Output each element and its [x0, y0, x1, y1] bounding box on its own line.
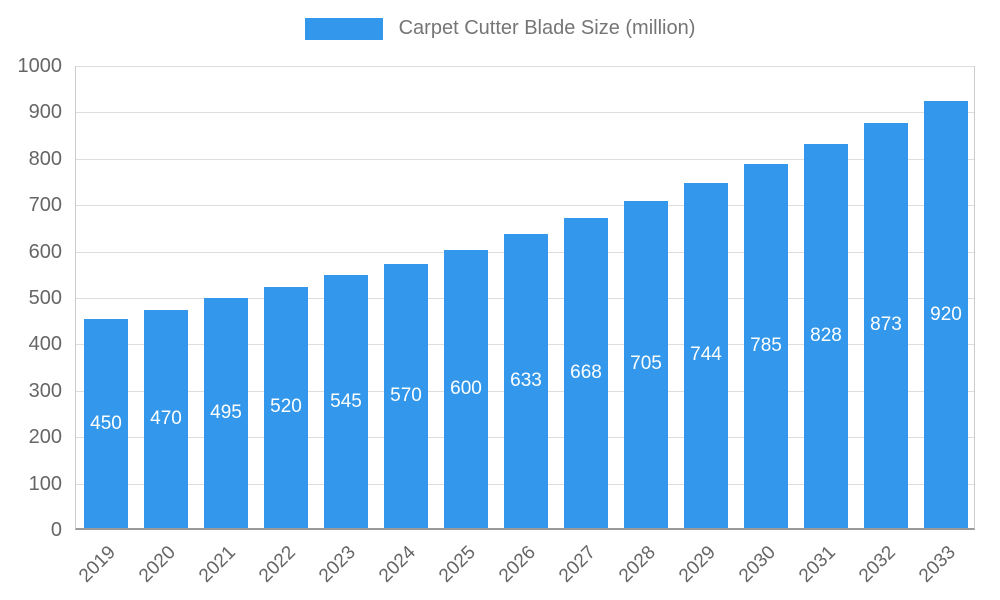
bar-2025[interactable]: 600: [444, 249, 488, 528]
bar-2029[interactable]: 744: [684, 182, 728, 528]
legend-swatch-icon: [304, 17, 383, 40]
bar-2020[interactable]: 470: [144, 309, 188, 528]
x-axis-tick-label: 2028: [615, 542, 660, 587]
bar-2026[interactable]: 633: [504, 234, 548, 528]
x-axis-tick-label: 2023: [315, 542, 360, 587]
y-axis-tick-label: 1000: [17, 55, 63, 77]
legend[interactable]: Carpet Cutter Blade Size (million): [0, 17, 1000, 40]
x-axis-tick-label: 2024: [375, 542, 420, 587]
x-axis-tick-label: 2022: [255, 542, 300, 587]
x-axis-tick-label: 2027: [555, 542, 600, 587]
y-axis-tick-label: 500: [28, 287, 62, 309]
y-axis-tick-label: 800: [28, 147, 62, 170]
bar-value-label: 705: [630, 353, 662, 375]
y-axis-tick-label: 0: [50, 519, 62, 541]
y-axis-tick-label: 700: [28, 194, 62, 217]
x-axis-tick-label: 2032: [855, 542, 900, 587]
gridline: [76, 112, 974, 114]
bar-2027[interactable]: 668: [564, 218, 608, 528]
bar-2022[interactable]: 520: [264, 286, 308, 528]
plot-area: 450 470 495 520 545 570 600 633 668 705 744 785 828 8…: [75, 66, 975, 530]
bar-value-label: 920: [930, 303, 962, 325]
x-axis-tick-label: 2019: [75, 542, 120, 587]
x-axis-tick-label: 2029: [675, 542, 720, 587]
bar-value-label: 545: [330, 390, 362, 412]
gridline: [76, 158, 974, 160]
x-axis-tick-label: 2033: [915, 542, 960, 587]
x-axis-tick-label: 2026: [495, 542, 540, 587]
y-axis-tick-label: 900: [28, 101, 62, 124]
bar-2033[interactable]: 920: [924, 101, 968, 528]
y-axis-tick-label: 300: [28, 379, 62, 402]
legend-label: Carpet Cutter Blade Size (million): [398, 17, 696, 39]
bar-2031[interactable]: 828: [804, 143, 848, 528]
x-axis-tick-label: 2031: [795, 542, 840, 587]
bar-value-label: 873: [870, 314, 902, 336]
bar-2028[interactable]: 705: [624, 200, 668, 528]
y-axis-tick-label: 100: [28, 472, 62, 495]
bar-value-label: 495: [210, 402, 242, 424]
bar-2023[interactable]: 545: [324, 275, 368, 528]
gridline: [76, 66, 974, 67]
x-axis-tick-label: 2025: [435, 542, 480, 587]
gridline: [76, 205, 974, 207]
bar-value-label: 668: [570, 362, 602, 384]
bar-2032[interactable]: 873: [864, 122, 908, 528]
bar-value-label: 470: [150, 407, 182, 429]
x-axis-tick-label: 2030: [735, 542, 780, 587]
y-axis-tick-label: 200: [28, 426, 62, 449]
bar-2019[interactable]: 450: [84, 319, 128, 528]
y-axis-tick-label: 600: [28, 240, 62, 263]
bar-2021[interactable]: 495: [204, 298, 248, 528]
bar-value-label: 450: [90, 412, 122, 434]
bar-value-label: 570: [390, 384, 422, 406]
bar-2024[interactable]: 570: [384, 263, 428, 528]
x-axis-tick-label: 2020: [135, 542, 180, 587]
bar-value-label: 600: [450, 377, 482, 399]
bar-value-label: 520: [270, 396, 302, 418]
bar-value-label: 633: [510, 370, 542, 392]
x-axis-tick-label: 2021: [195, 542, 240, 587]
y-axis-tick-label: 400: [28, 333, 62, 356]
bar-value-label: 828: [810, 324, 842, 346]
bar-value-label: 744: [690, 344, 722, 366]
bar-2030[interactable]: 785: [744, 163, 788, 528]
bar-value-label: 785: [750, 334, 782, 356]
